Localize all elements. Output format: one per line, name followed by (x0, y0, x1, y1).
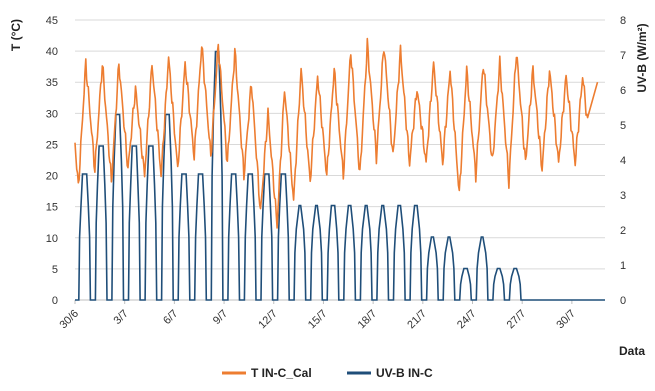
series-line-uvb (75, 50, 605, 301)
x-tick-label: 12/7 (256, 308, 280, 332)
y-left-tick-label: 30 (46, 108, 58, 120)
x-tick-label: 15/7 (306, 308, 330, 332)
x-tick-label: 9/7 (211, 308, 230, 327)
x-tick-label: 30/6 (57, 308, 81, 332)
x-tick-label: 21/7 (405, 308, 429, 332)
legend-label-temperature: T IN-C_Cal (251, 366, 312, 380)
series-line-temperature (74, 37, 599, 229)
y-left-tick-label: 10 (46, 233, 58, 245)
x-axis-ticks: 30/6 3/7 6/7 9/7 12/7 15/7 18/7 21/7 24/7 27/7 30/… (57, 300, 578, 331)
y-right-tick-label: 0 (620, 295, 626, 307)
y-left-tick-label: 35 (46, 77, 58, 89)
x-tick-label: 6/7 (161, 308, 180, 327)
y-left-tick-label: 25 (46, 139, 58, 151)
y-right-tick-label: 5 (620, 120, 626, 132)
y-left-tick-label: 5 (52, 264, 58, 276)
y-right-tick-label: 4 (620, 155, 626, 167)
y-left-tick-label: 45 (46, 15, 58, 27)
y-axis-right-title: UV-B (W/m²) (635, 23, 649, 92)
right-axis-ticks: 0 1 2 3 4 5 6 7 8 (620, 15, 626, 307)
y-right-tick-label: 7 (620, 50, 626, 62)
series-uvb (75, 50, 605, 301)
x-tick-label: 24/7 (455, 308, 479, 332)
x-axis-title: Data (619, 344, 645, 358)
y-right-tick-label: 2 (620, 225, 626, 237)
x-tick-label: 30/7 (554, 308, 578, 332)
x-tick-label: 18/7 (356, 308, 380, 332)
y-right-tick-label: 8 (620, 15, 626, 27)
y-right-tick-label: 6 (620, 85, 626, 97)
series-temperature (74, 37, 599, 229)
y-left-tick-label: 15 (46, 202, 58, 214)
x-tick-label: 27/7 (505, 308, 529, 332)
y-right-tick-label: 3 (620, 190, 626, 202)
y-right-tick-label: 1 (620, 260, 626, 272)
y-left-tick-label: 0 (52, 295, 58, 307)
legend-label-uvb: UV-B IN-C (376, 366, 433, 380)
y-axis-left-title: T (°C) (9, 19, 23, 51)
y-left-tick-label: 40 (46, 46, 58, 58)
legend: T IN-C_Cal UV-B IN-C (222, 366, 433, 380)
left-axis-ticks: 0 5 10 15 20 25 30 35 40 45 (46, 15, 58, 307)
y-left-tick-label: 20 (46, 171, 58, 183)
x-tick-label: 3/7 (112, 308, 131, 327)
